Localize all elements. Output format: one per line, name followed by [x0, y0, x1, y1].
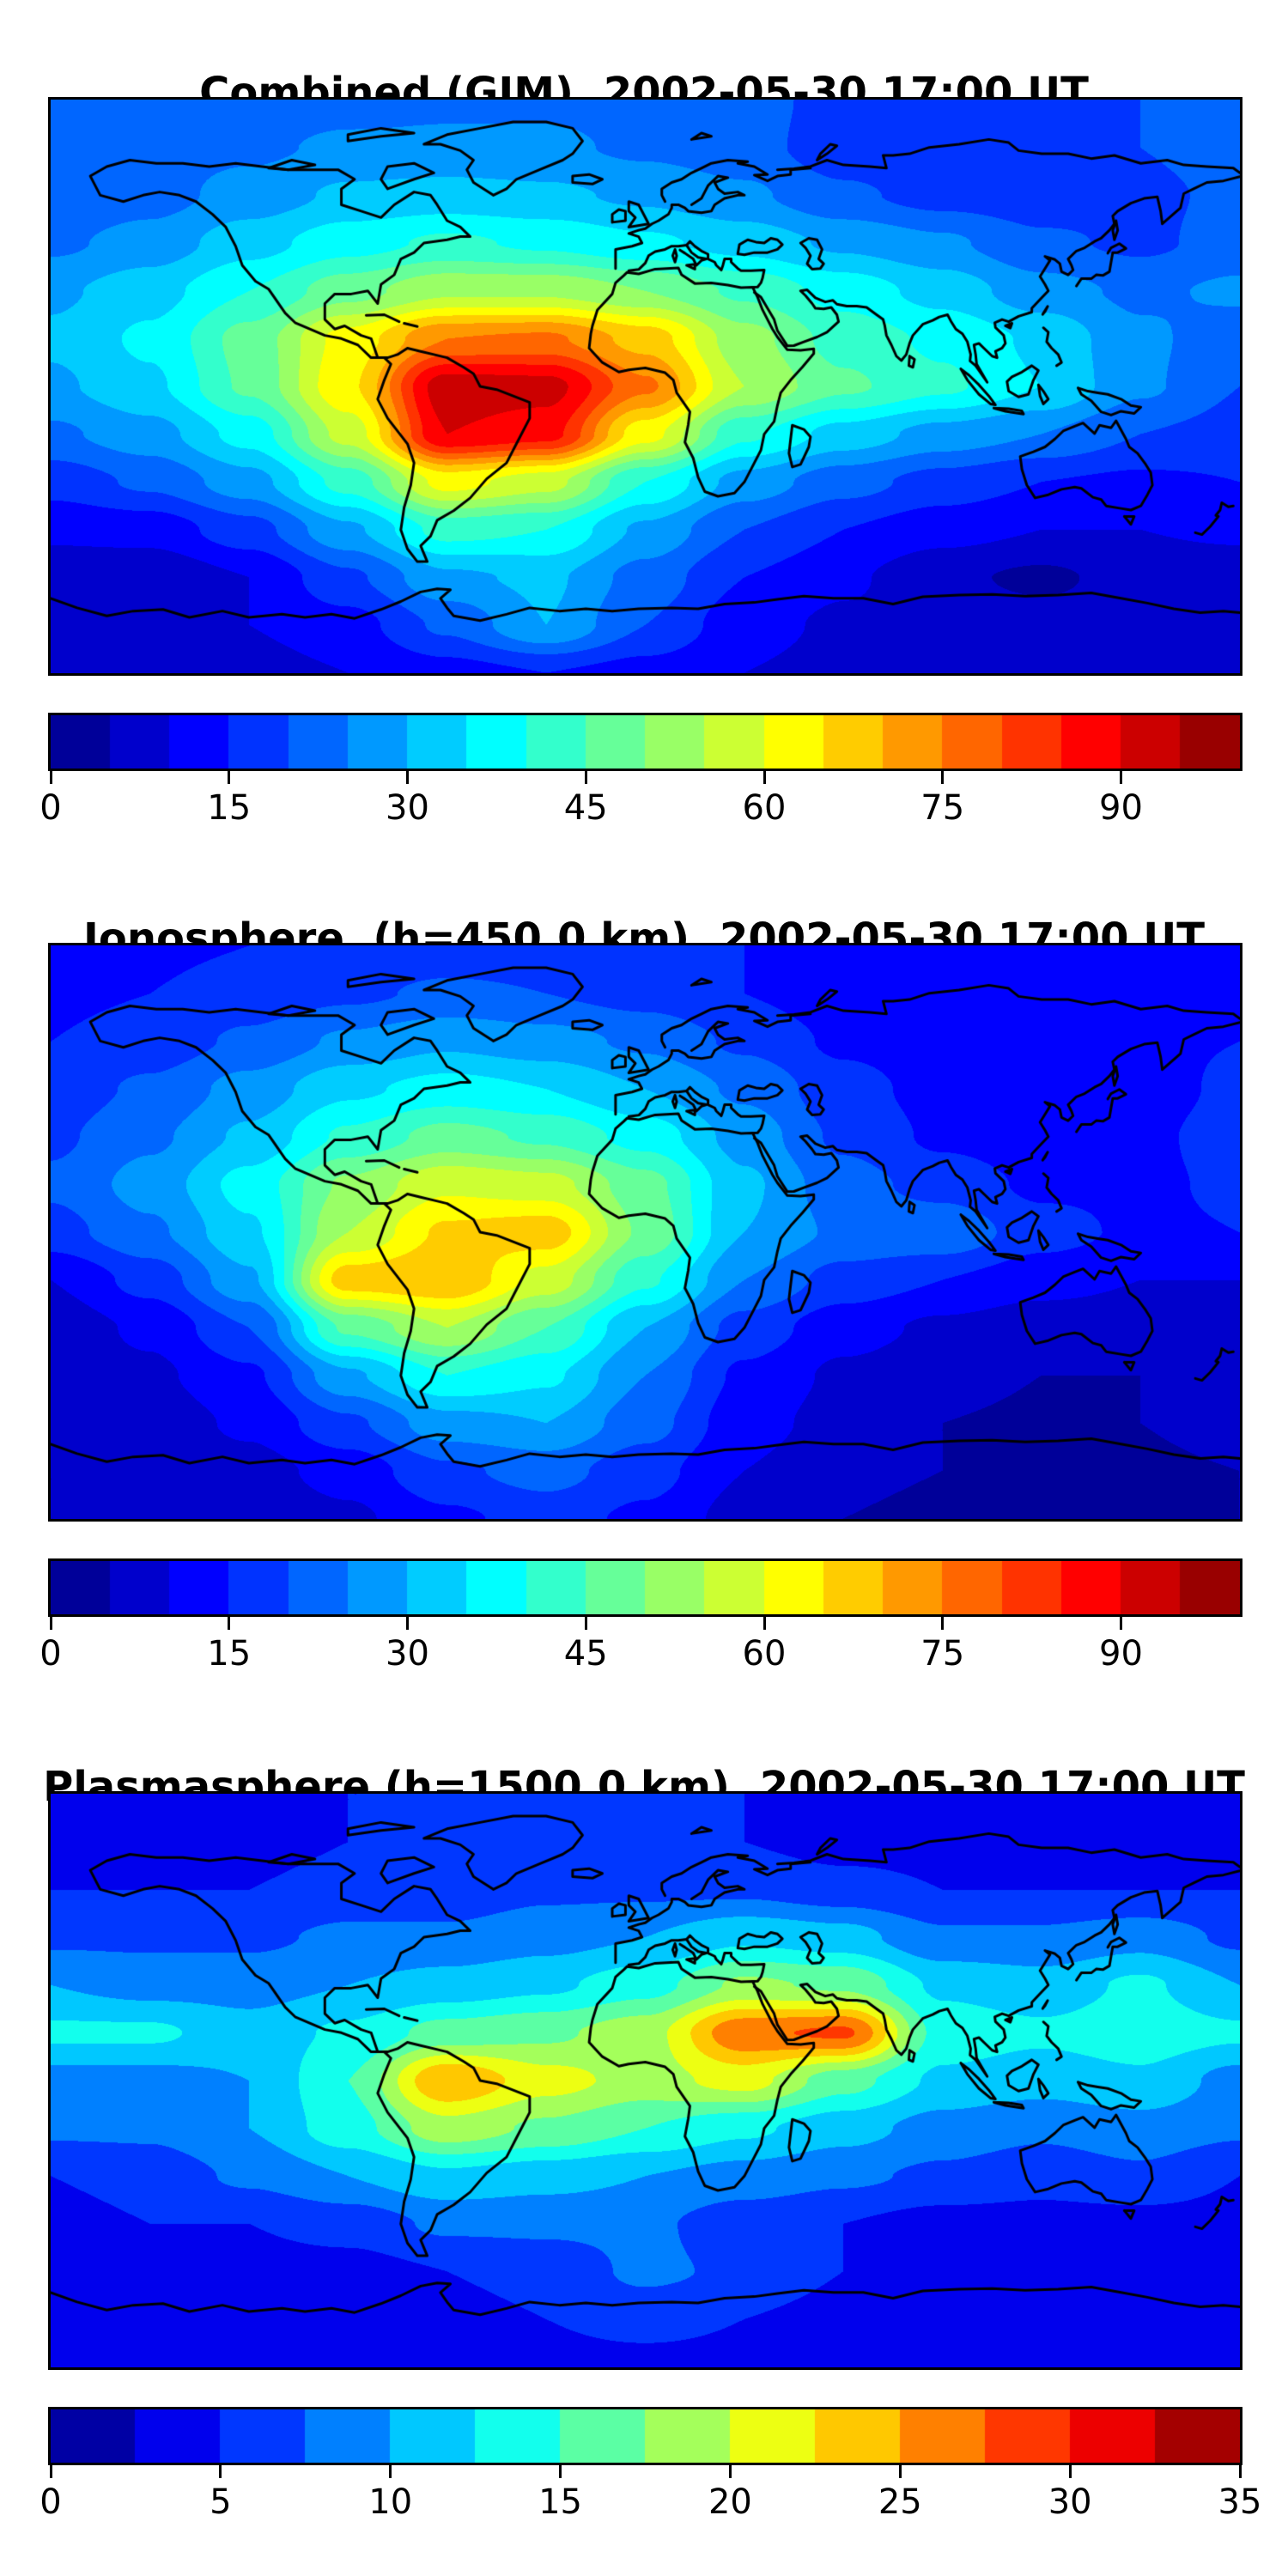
colorbar-tick	[584, 771, 587, 784]
colorbar-tick-label: 20	[708, 2482, 752, 2522]
panel-title-combined: Combined (GIM), 2002-05-30 17:00 UT	[199, 68, 1089, 117]
colorbar-tick-label: 15	[538, 2482, 583, 2522]
map-canvas-ionosphere	[48, 943, 1242, 1522]
colorbar-tick-label: 45	[563, 1634, 608, 1674]
colorbar-tick-label: 90	[1099, 1634, 1143, 1674]
colorbar-tick	[898, 2465, 902, 2478]
colorbar-tick	[219, 2465, 222, 2478]
colorbar-ticks-ionosphere: 0 15 30 45 60 75 90	[39, 1617, 1242, 1686]
colorbar-ticks-combined: 0 15 30 45 60 75 90	[39, 771, 1242, 840]
colorbar-ionosphere	[48, 1558, 1242, 1617]
colorbar-tick	[49, 2465, 52, 2478]
colorbar-tick	[406, 1617, 409, 1630]
colorbar-tick-label: 10	[368, 2482, 413, 2522]
colorbar-tick-label: 75	[920, 788, 965, 828]
panel-ionosphere: Ionosphere (h=450.0 km), 2002-05-30 17:0…	[0, 0, 1288, 1672]
colorbar-tick-label: 90	[1099, 788, 1143, 828]
colorbar-ticks-plasmasphere: 0 5 10 15 20 25 30 35	[39, 2465, 1261, 2534]
colorbar-tick	[49, 771, 52, 784]
colorbar-tick	[228, 1617, 231, 1630]
colorbar-tick-label: 0	[39, 788, 62, 828]
colorbar-tick-label: 5	[210, 2482, 232, 2522]
colorbar-tick-label: 60	[742, 788, 787, 828]
colorbar-tick	[1120, 1617, 1122, 1630]
colorbar-tick	[1238, 2465, 1242, 2478]
panel-plasmasphere: Plasmasphere (h=1500.0 km), 2002-05-30 1…	[0, 0, 1288, 2520]
map-canvas-combined	[48, 97, 1242, 676]
colorbar-tick-label: 15	[207, 788, 252, 828]
colorbar-plasmasphere	[48, 2407, 1242, 2465]
colorbar-tick-label: 30	[1048, 2482, 1092, 2522]
panel-title-ionosphere: Ionosphere (h=450.0 km), 2002-05-30 17:0…	[83, 914, 1205, 963]
colorbar-tick	[1068, 2465, 1072, 2478]
colorbar-tick	[762, 771, 766, 784]
colorbar-tick-label: 60	[742, 1634, 787, 1674]
colorbar-tick-label: 75	[920, 1634, 965, 1674]
colorbar-tick	[941, 771, 945, 784]
colorbar-tick-label: 35	[1218, 2482, 1262, 2522]
colorbar-tick	[389, 2465, 392, 2478]
colorbar-tick	[728, 2465, 732, 2478]
colorbar-tick	[559, 2465, 562, 2478]
colorbar-tick-label: 0	[39, 1634, 62, 1674]
colorbar-tick	[228, 771, 231, 784]
colorbar-tick-label: 15	[207, 1634, 252, 1674]
panel-title-plasmasphere: Plasmasphere (h=1500.0 km), 2002-05-30 1…	[43, 1762, 1245, 1811]
colorbar-tick-label: 0	[39, 2482, 62, 2522]
colorbar-tick-label: 30	[386, 1634, 429, 1674]
colorbar-tick	[406, 771, 409, 784]
colorbar-tick-label: 45	[563, 788, 608, 828]
colorbar-tick	[1120, 771, 1122, 784]
colorbar-tick-label: 25	[878, 2482, 922, 2522]
panel-combined: Combined (GIM), 2002-05-30 17:00 UT 0 15 3…	[0, 0, 1288, 859]
colorbar-tick	[762, 1617, 766, 1630]
colorbar-tick	[584, 1617, 587, 1630]
map-canvas-plasmasphere	[48, 1791, 1242, 2370]
colorbar-tick	[49, 1617, 52, 1630]
colorbar-tick-label: 30	[386, 788, 429, 828]
colorbar-tick	[941, 1617, 945, 1630]
colorbar-combined	[48, 713, 1242, 771]
